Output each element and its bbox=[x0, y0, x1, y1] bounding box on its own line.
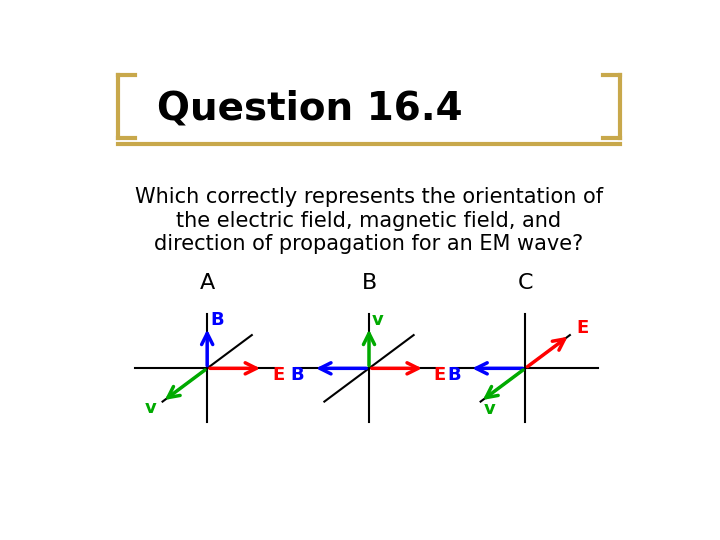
Text: E: E bbox=[577, 320, 589, 338]
Text: B: B bbox=[447, 366, 461, 383]
Text: C: C bbox=[518, 273, 533, 293]
Text: B: B bbox=[361, 273, 377, 293]
Text: B: B bbox=[291, 366, 305, 383]
Text: Which correctly represents the orientation of
the electric field, magnetic field: Which correctly represents the orientati… bbox=[135, 187, 603, 254]
Text: Question 16.4: Question 16.4 bbox=[157, 90, 462, 127]
Text: E: E bbox=[433, 366, 446, 383]
Text: A: A bbox=[199, 273, 215, 293]
Text: v: v bbox=[372, 311, 384, 329]
Text: v: v bbox=[145, 399, 157, 417]
Text: v: v bbox=[483, 400, 495, 418]
Text: B: B bbox=[210, 311, 224, 329]
Text: E: E bbox=[272, 366, 284, 383]
